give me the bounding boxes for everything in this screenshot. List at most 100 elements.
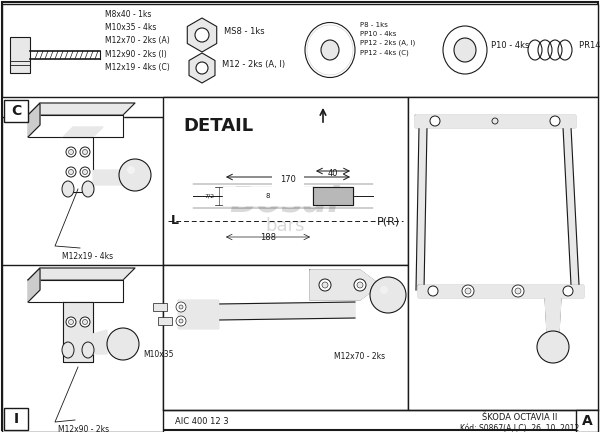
Circle shape	[430, 116, 440, 126]
Circle shape	[195, 28, 209, 42]
Text: M12x19 - 4ks: M12x19 - 4ks	[62, 252, 113, 261]
Circle shape	[80, 167, 90, 177]
Circle shape	[563, 286, 573, 296]
Ellipse shape	[62, 342, 74, 358]
Text: M8x40 - 1ks
M10x35 - 4ks
M12x70 - 2ks (A)
M12x90 - 2ks (I)
M12x19 - 4ks (C): M8x40 - 1ks M10x35 - 4ks M12x70 - 2ks (A…	[105, 10, 170, 72]
Bar	[163, 97, 408, 265]
Text: DETAIL: DETAIL	[183, 117, 253, 135]
Polygon shape	[418, 285, 583, 297]
Circle shape	[465, 288, 471, 294]
Polygon shape	[63, 302, 93, 362]
Circle shape	[119, 159, 151, 191]
Polygon shape	[545, 297, 561, 332]
Circle shape	[179, 319, 183, 323]
Circle shape	[196, 62, 208, 74]
Circle shape	[550, 116, 560, 126]
Polygon shape	[313, 187, 353, 205]
Circle shape	[80, 147, 90, 157]
Text: M10x35: M10x35	[143, 350, 173, 359]
Circle shape	[83, 149, 88, 155]
Polygon shape	[187, 18, 217, 52]
Text: Kód: S0867(A,I,C)  26. 10. 2012: Kód: S0867(A,I,C) 26. 10. 2012	[460, 424, 580, 432]
Circle shape	[462, 285, 474, 297]
Bar	[163, 265, 408, 410]
Text: I: I	[13, 412, 19, 426]
Bar	[2, 117, 163, 432]
Circle shape	[492, 118, 498, 124]
Circle shape	[66, 317, 76, 327]
Text: bars: bars	[265, 217, 305, 235]
Ellipse shape	[82, 181, 94, 197]
Text: C: C	[11, 104, 21, 118]
Circle shape	[537, 331, 569, 363]
Polygon shape	[28, 268, 40, 302]
Polygon shape	[28, 268, 135, 280]
Bar	[153, 303, 167, 311]
Text: L: L	[171, 215, 179, 228]
Bar	[576, 410, 598, 432]
Ellipse shape	[443, 26, 487, 74]
Circle shape	[176, 316, 186, 326]
Text: 8: 8	[266, 193, 270, 199]
Polygon shape	[189, 53, 215, 83]
Text: P(R): P(R)	[377, 216, 400, 226]
Text: 170: 170	[280, 175, 296, 184]
Text: M12x70 - 2ks: M12x70 - 2ks	[334, 352, 386, 361]
Text: M12 - 2ks (A, I): M12 - 2ks (A, I)	[222, 60, 285, 69]
Ellipse shape	[305, 22, 355, 77]
Text: PR14 - 1ks: PR14 - 1ks	[579, 41, 600, 51]
Text: P10 - 4ks: P10 - 4ks	[491, 41, 529, 51]
Circle shape	[83, 169, 88, 175]
Polygon shape	[28, 280, 123, 302]
Text: 188: 188	[260, 232, 276, 241]
Polygon shape	[416, 127, 427, 290]
Text: 170: 170	[280, 175, 296, 184]
Circle shape	[66, 147, 76, 157]
Circle shape	[354, 279, 366, 291]
Circle shape	[357, 282, 363, 288]
Circle shape	[370, 277, 406, 313]
Circle shape	[68, 320, 74, 324]
FancyBboxPatch shape	[10, 37, 30, 73]
Polygon shape	[178, 300, 218, 328]
Ellipse shape	[62, 181, 74, 197]
Polygon shape	[223, 187, 313, 205]
Polygon shape	[310, 270, 380, 300]
Circle shape	[68, 149, 74, 155]
Circle shape	[80, 317, 90, 327]
Circle shape	[428, 286, 438, 296]
Circle shape	[83, 320, 88, 324]
Polygon shape	[415, 115, 575, 127]
Text: AIC 400 12 3: AIC 400 12 3	[175, 416, 229, 426]
Bar	[408, 97, 598, 410]
Bar	[4, 100, 28, 122]
Circle shape	[322, 282, 328, 288]
Ellipse shape	[127, 166, 135, 174]
Ellipse shape	[380, 286, 388, 294]
Text: 40: 40	[328, 168, 338, 178]
Circle shape	[512, 285, 524, 297]
Bar	[4, 408, 28, 430]
Polygon shape	[93, 170, 123, 184]
Circle shape	[515, 288, 521, 294]
Text: ŠKODA OCTAVIA II: ŠKODA OCTAVIA II	[482, 413, 557, 422]
Text: 7/2: 7/2	[205, 194, 215, 198]
Polygon shape	[28, 103, 135, 115]
Circle shape	[66, 167, 76, 177]
Circle shape	[319, 279, 331, 291]
Polygon shape	[28, 103, 40, 137]
Circle shape	[68, 169, 74, 175]
Polygon shape	[218, 302, 355, 320]
Ellipse shape	[321, 40, 339, 60]
Bar	[2, 4, 598, 97]
Circle shape	[176, 302, 186, 312]
Text: MS8 - 1ks: MS8 - 1ks	[224, 26, 265, 35]
Ellipse shape	[454, 38, 476, 62]
Polygon shape	[93, 330, 107, 354]
Text: Bosal: Bosal	[230, 184, 340, 218]
Polygon shape	[563, 127, 579, 285]
Polygon shape	[28, 115, 123, 137]
Ellipse shape	[82, 342, 94, 358]
Circle shape	[107, 328, 139, 360]
Text: A: A	[581, 414, 592, 428]
